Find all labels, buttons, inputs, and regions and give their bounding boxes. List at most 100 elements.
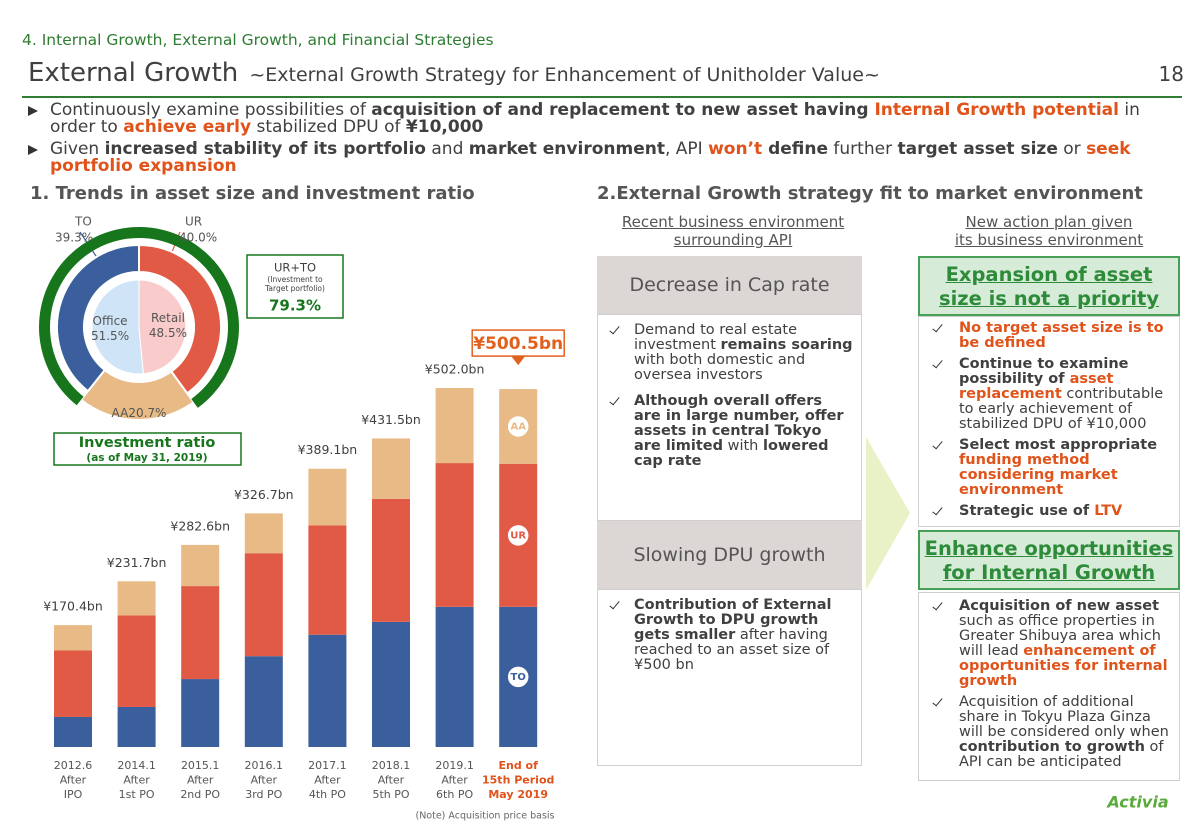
x-tick-label: 2017.1: [308, 759, 347, 772]
point: Although overall offers are in large num…: [598, 394, 853, 469]
section-title: 1. Trends in asset size and investment r…: [30, 183, 475, 204]
column-header: Recent business environment surrounding …: [597, 213, 869, 249]
action-title: Enhance opportunities for Internal Growt…: [918, 530, 1180, 590]
text-run: after having reached to an asset size of…: [634, 627, 830, 673]
bar-segment: [54, 716, 92, 747]
text-run: lowered cap rate: [634, 438, 829, 469]
bar-segment: [435, 463, 474, 607]
text-run: Strategic use of: [959, 503, 1095, 519]
text-run: define: [762, 139, 829, 159]
slice-label: 51.5%: [91, 329, 129, 343]
x-tick-label: 2012.6: [54, 759, 93, 772]
bar-segment: [435, 388, 474, 464]
text-run: LTV: [1094, 503, 1123, 519]
text-run: enhancement of opportunities for interna…: [959, 643, 1168, 689]
bullets: Continuously examine possibilities of ac…: [24, 102, 1174, 180]
text-run: , API: [664, 139, 709, 159]
x-tick-label: After: [251, 774, 278, 787]
ring-label: 39.3%: [55, 231, 93, 245]
bar-segment: [54, 625, 92, 651]
pie-slice: [91, 279, 144, 375]
bar-segment: [117, 706, 156, 747]
text-run: contribution to growth: [959, 739, 1145, 755]
bar-segment: [372, 498, 410, 622]
text-run: such as office properties in Greater Shi…: [959, 613, 1161, 659]
slice-label: 48.5%: [149, 326, 187, 340]
point: Continue to examine possibility of asset…: [919, 357, 1171, 432]
text-run: Continuously examine possibilities of: [50, 100, 372, 120]
highlight-box: [246, 254, 344, 319]
caption: (as of May 31, 2019): [86, 452, 207, 464]
text-run: No target asset size is to be defined: [959, 320, 1164, 351]
total-label: ¥282.6bn: [170, 518, 230, 533]
total-label: ¥500.5bn: [473, 334, 563, 354]
column-header: New action plan given its business envir…: [918, 213, 1180, 249]
text-run: Acquisition of additional share in Tokyu…: [959, 694, 1169, 740]
note: (Note) Acquisition price basis: [415, 811, 554, 822]
pie-slice: [138, 279, 187, 375]
x-tick-label: 6th PO: [436, 788, 473, 801]
ring-segment: [79, 368, 196, 421]
label-part: 20.7%: [128, 406, 166, 420]
badge-label: AA: [510, 421, 526, 432]
x-tick-label: 2014.1: [117, 759, 156, 772]
text-run: or: [1057, 139, 1087, 159]
text-run: Select most appropriate: [959, 437, 1158, 453]
issue-points: Contribution of External Growth to DPU g…: [597, 589, 862, 766]
text-run: Internal Growth potential: [874, 100, 1119, 120]
x-tick-label: After: [441, 774, 468, 787]
title-line: for Internal Growth: [942, 561, 1156, 584]
text-run: with: [722, 438, 763, 454]
text-run: Given: [50, 139, 105, 159]
bar-chart: ¥170.4bn2012.6AfterIPO¥231.7bn2014.1Afte…: [43, 329, 565, 801]
total-label: ¥326.7bn: [234, 487, 294, 502]
bullet: Given increased stability of its portfol…: [24, 141, 1174, 175]
x-tick-label: After: [123, 774, 150, 787]
action-points: Acquisition of new asset such as office …: [918, 592, 1180, 781]
ring-label: 40.0%: [179, 231, 217, 245]
point: Demand to real estate investment remains…: [598, 323, 853, 383]
slice-category: Office: [93, 314, 128, 328]
x-tick-label: 5th PO: [372, 788, 409, 801]
x-tick-label: 2015.1: [181, 759, 220, 772]
ring-segment: [138, 243, 222, 395]
text-run: Contribution of External Growth to DPU g…: [634, 597, 832, 643]
x-tick-label: May 2019: [488, 788, 548, 801]
text-run: ¥10,000: [405, 117, 484, 137]
x-tick-label: 2016.1: [245, 759, 284, 772]
ring-category: TO: [74, 215, 92, 229]
action-points: No target asset size is to be defined Con…: [918, 316, 1180, 527]
point: Contribution of External Growth to DPU g…: [598, 598, 853, 673]
bar-segment: [308, 634, 347, 747]
text-run: with both domestic and oversea investors: [634, 352, 806, 383]
header-line: New action plan given: [965, 213, 1133, 231]
total-label: ¥231.7bn: [107, 555, 167, 570]
bar-segment: [308, 525, 347, 635]
total-label: ¥431.5bn: [361, 412, 421, 427]
point: Strategic use of LTV: [919, 504, 1171, 519]
badge: [506, 414, 530, 439]
text-run: achieve early: [123, 117, 252, 137]
text-run: and: [425, 139, 469, 159]
x-tick-label: 3rd PO: [245, 788, 282, 801]
section-title: 2.External Growth strategy fit to market…: [597, 183, 1143, 204]
issue-title: Decrease in Cap rate: [597, 256, 862, 314]
x-tick-label: 2nd PO: [180, 788, 220, 801]
label-part: AA: [112, 406, 130, 420]
bar-segment: [54, 650, 92, 717]
bar-segment: [181, 679, 220, 747]
text-run: Demand to real estate investment: [634, 322, 798, 353]
subtitle: ~External Growth Strategy for Enhancemen…: [249, 64, 880, 86]
bar-segment: [372, 621, 410, 747]
arrow: [866, 437, 910, 590]
header-line: Recent business environment: [621, 213, 845, 231]
text-run: in order to: [50, 100, 1140, 137]
x-tick-label: 15th Period: [482, 774, 554, 787]
logo: Activia: [1105, 793, 1168, 812]
page-number: 18: [1158, 62, 1184, 86]
x-tick-label: IPO: [64, 788, 83, 801]
text-run: market environment: [468, 139, 665, 159]
bar-segment: [117, 581, 156, 616]
badge: [506, 523, 530, 548]
